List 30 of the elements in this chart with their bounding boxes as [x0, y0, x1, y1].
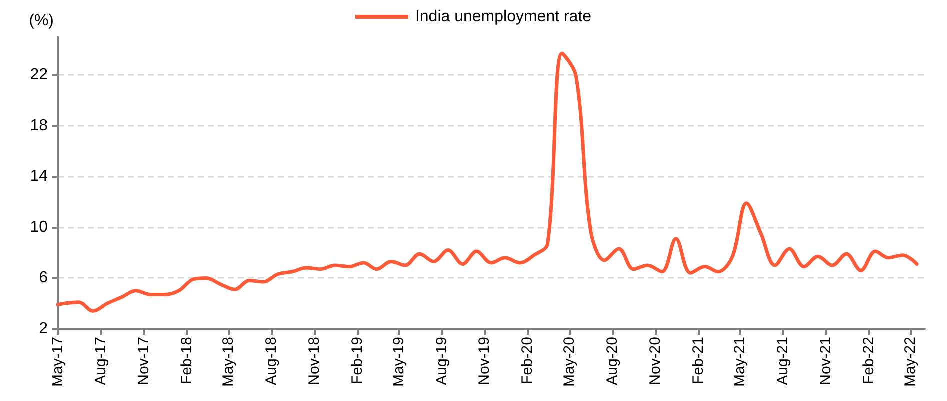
x-tick-label: Nov-19: [476, 337, 494, 386]
x-tick-label: Aug-20: [604, 337, 622, 386]
legend-label: India unemployment rate: [415, 8, 592, 26]
x-tick-label: Feb-20: [519, 337, 536, 385]
x-tick-label: Aug-18: [262, 337, 280, 386]
x-tick-label: Nov-18: [306, 337, 323, 386]
y-tick-label: 2: [39, 320, 48, 338]
x-tick-label: Aug-19: [433, 337, 450, 386]
x-tick-label: Nov-17: [135, 337, 152, 386]
x-tick-label: Nov-21: [818, 337, 835, 386]
y-tick-label: 6: [39, 270, 48, 287]
x-tick-label: Feb-18: [178, 337, 196, 385]
x-tick-label: Feb-21: [690, 337, 708, 385]
x-tick-label: Feb-19: [348, 337, 366, 385]
x-tick-label: Nov-20: [647, 337, 664, 386]
x-tick-label: Feb-22: [860, 337, 878, 385]
y-axis-title: (%): [29, 12, 54, 30]
x-tick-label: May-18: [220, 337, 237, 388]
x-tick-label: May-21: [732, 337, 749, 388]
x-tick-label: May-20: [561, 337, 578, 388]
x-tick-label: Aug-17: [92, 337, 110, 386]
y-tick-label: 10: [30, 218, 48, 236]
y-tick-label: 18: [30, 117, 48, 134]
y-tick-label: 22: [30, 66, 48, 84]
y-tick-label: 14: [30, 168, 48, 186]
x-tick-label: May-22: [902, 337, 920, 388]
x-tick-label: Aug-21: [774, 337, 792, 386]
line-series: [56, 52, 919, 313]
x-tick-label: May-17: [50, 337, 66, 388]
x-tick-label: May-19: [390, 337, 408, 388]
